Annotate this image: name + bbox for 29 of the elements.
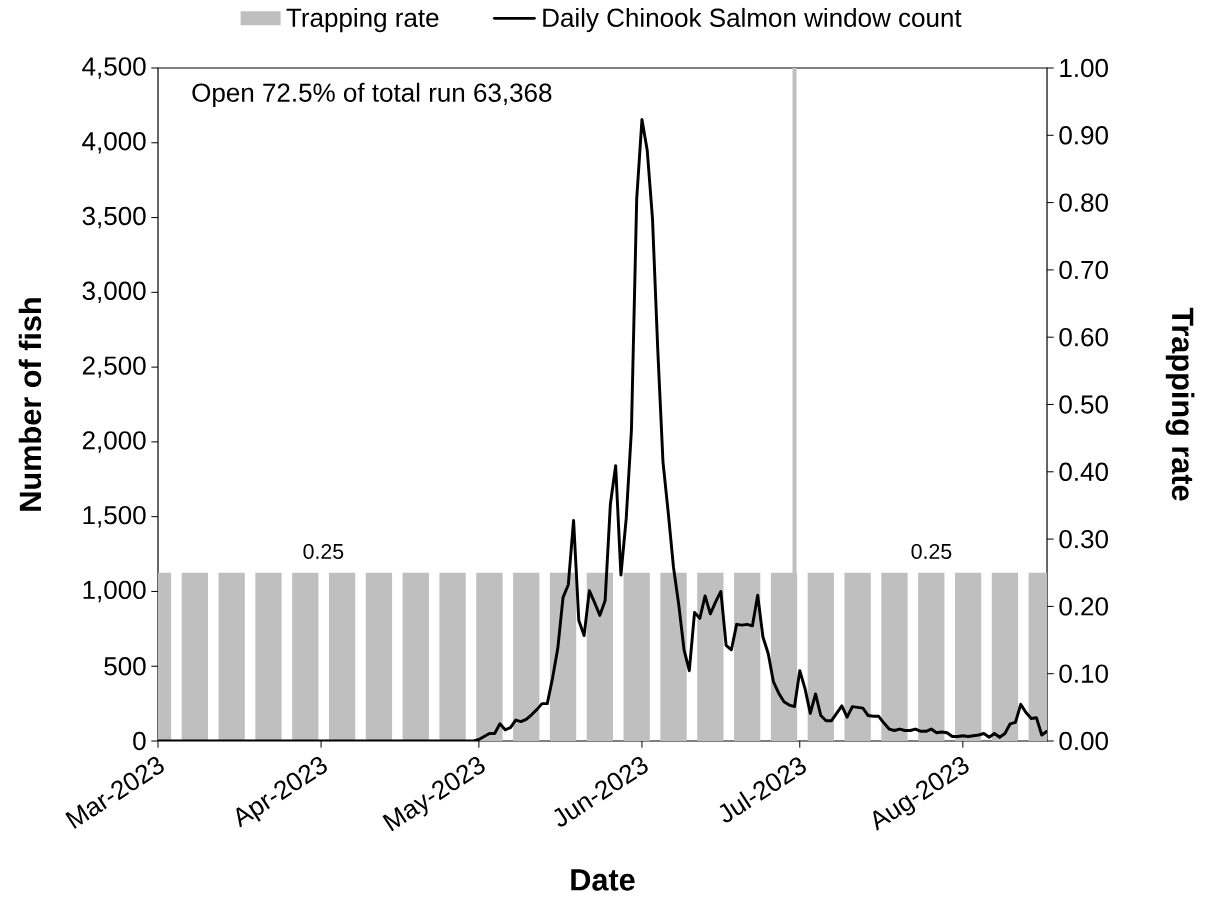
y2-tick-label: 0.20 — [1059, 597, 1108, 616]
y2-tick-label: 0.70 — [1059, 260, 1108, 280]
annotation: Open 72.5% of total run 63,368 — [192, 82, 552, 108]
y-tick-label: 0 — [133, 731, 146, 751]
y2-tick-label: 1.00 — [1060, 58, 1108, 78]
y2-tick-label: 0.80 — [1059, 193, 1108, 212]
y-tick-label: 4,500 — [82, 57, 146, 79]
y-tick-label: 4,000 — [82, 132, 146, 154]
y2-tick-label: 0.30 — [1059, 529, 1108, 549]
annotation: 0.25 — [911, 543, 952, 560]
y2-axis-title: Trapping rate — [1165, 307, 1195, 501]
y-tick-label: 3,000 — [82, 281, 146, 304]
y2-tick-label: 0.90 — [1059, 126, 1108, 145]
y-tick-label: 2,500 — [82, 356, 146, 378]
legend-label: Daily Chinook Salmon window count — [543, 7, 962, 33]
y2-tick-label: 0.00 — [1059, 731, 1108, 751]
y-tick-label: 500 — [104, 657, 146, 676]
y2-tick-label: 0.60 — [1059, 328, 1108, 347]
y2-tick-label: 0.50 — [1059, 395, 1108, 414]
y2-tick-label: 0.10 — [1059, 664, 1108, 683]
y2-tick-label: 0.40 — [1059, 462, 1108, 481]
annotation: 0.25 — [303, 543, 344, 560]
y-tick-label: 2,000 — [82, 431, 146, 453]
legend-label: Trapping rate — [286, 7, 439, 33]
x-axis-title: Date — [571, 869, 635, 891]
y-tick-label: 1,500 — [83, 505, 146, 528]
y-tick-label: 3,500 — [82, 206, 146, 229]
y-axis-title: Number of fish — [18, 298, 42, 511]
y-tick-label: 1,000 — [83, 580, 146, 603]
